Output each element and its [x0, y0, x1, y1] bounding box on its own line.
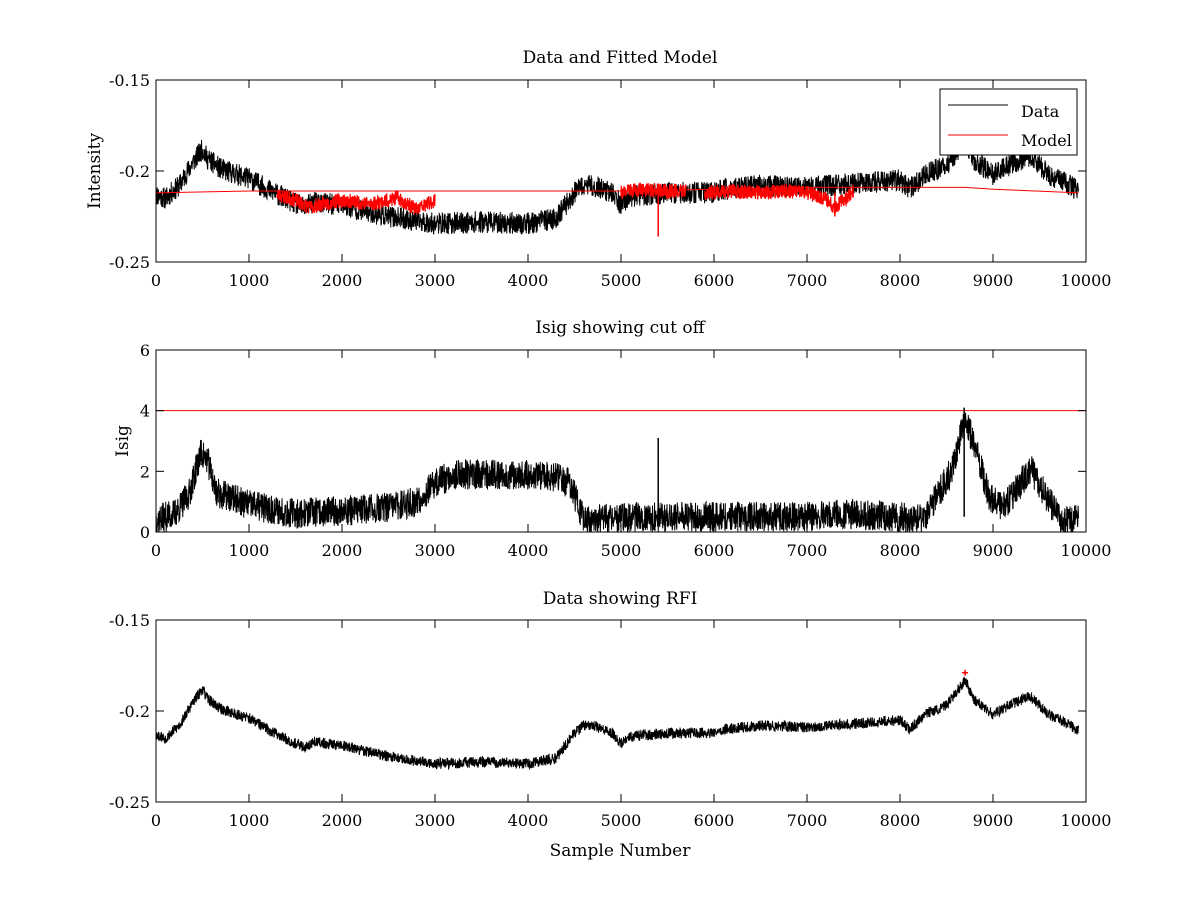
plot-area: 0 1000 2000 3000 4000 5000 6000 7000 8000 9000 100…: [109, 71, 1111, 290]
legend-box: [939, 88, 1078, 156]
series-flagged-data-segment: [704, 183, 855, 215]
y-tick-label: -0.15: [109, 611, 150, 630]
x-tick-label: 6000: [694, 811, 735, 830]
x-tick-label: 5000: [601, 541, 642, 560]
x-tick-label: 10000: [1061, 541, 1112, 560]
y-tick-label: 6: [140, 341, 150, 360]
y-tick-label: -0.15: [109, 71, 150, 90]
legend: Data Model: [939, 88, 1078, 156]
x-axis-label: Sample Number: [550, 841, 692, 861]
x-tick-label: 0: [151, 811, 161, 830]
x-tick-label: 8000: [880, 271, 921, 290]
legend-label-model: Model: [1021, 131, 1072, 150]
plot-area: 0 1000 2000 3000 4000 5000 6000 7000 8000 9000 100…: [140, 341, 1112, 560]
x-tick-label: 9000: [973, 811, 1014, 830]
x-tick-label: 8000: [880, 811, 921, 830]
legend-label-data: Data: [1021, 102, 1060, 121]
y-tick-label: 2: [140, 462, 150, 481]
x-tick-label: 7000: [787, 811, 828, 830]
panel-title: Data and Fitted Model: [523, 48, 718, 68]
series-data-line: [156, 130, 1080, 235]
x-tick-label: 7000: [787, 541, 828, 560]
y-tick-label: 4: [140, 402, 150, 421]
series-model-line: [156, 186, 1079, 194]
x-tick-label: 6000: [694, 271, 735, 290]
y-tick-label: -0.2: [119, 162, 150, 181]
series-flagged-data-segment: [620, 182, 687, 200]
series-group: [156, 130, 1080, 237]
x-tick-label: 6000: [694, 541, 735, 560]
panel-isig-showing-cut-off: Isig showing cut off Isig 0 1000 2000 3000 4…: [113, 318, 1111, 560]
x-tick-label: 1000: [229, 541, 270, 560]
x-tick-label: 10000: [1061, 271, 1112, 290]
y-tick-label: 0: [140, 523, 150, 542]
x-tick-label: 8000: [880, 541, 921, 560]
series-flagged-data-segment: [276, 189, 436, 215]
plot-area: 0 1000 2000 3000 4000 5000 6000 7000 8000 9000 100…: [109, 611, 1111, 830]
x-tick-label: 3000: [415, 811, 456, 830]
x-tick-label: 9000: [973, 271, 1014, 290]
y-axis-label: Intensity: [85, 133, 105, 209]
x-tick-label: 2000: [322, 811, 363, 830]
panel-title: Data showing RFI: [543, 589, 698, 609]
x-tick-label: 2000: [322, 541, 363, 560]
x-tick-label: 1000: [229, 271, 270, 290]
x-tick-label: 3000: [415, 541, 456, 560]
x-tick-label: 1000: [229, 811, 270, 830]
x-tick-label: 9000: [973, 541, 1014, 560]
y-tick-label: -0.25: [109, 253, 150, 272]
series-group: [156, 669, 1080, 771]
x-tick-label: 4000: [508, 541, 549, 560]
x-tick-label: 0: [151, 541, 161, 560]
x-tick-label: 4000: [508, 811, 549, 830]
x-tick-label: 7000: [787, 271, 828, 290]
panel-title: Isig showing cut off: [535, 318, 706, 338]
y-axis-label: Isig: [113, 425, 133, 457]
panel-data-showing-rfi: Data showing RFI Sample Number 0 1000 2000…: [109, 589, 1111, 861]
x-tick-label: 4000: [508, 271, 549, 290]
panel-data-and-fitted-model: Data and Fitted Model Intensity 0 1000 200…: [85, 48, 1111, 290]
rfi-marker: [962, 669, 969, 676]
x-tick-label: 5000: [601, 811, 642, 830]
series-data-line: [156, 676, 1080, 771]
y-tick-label: -0.2: [119, 702, 150, 721]
x-tick-label: 3000: [415, 271, 456, 290]
x-tick-label: 0: [151, 271, 161, 290]
x-tick-label: 10000: [1061, 811, 1112, 830]
x-tick-label: 5000: [601, 271, 642, 290]
x-tick-label: 2000: [322, 271, 363, 290]
y-tick-label: -0.25: [109, 793, 150, 812]
